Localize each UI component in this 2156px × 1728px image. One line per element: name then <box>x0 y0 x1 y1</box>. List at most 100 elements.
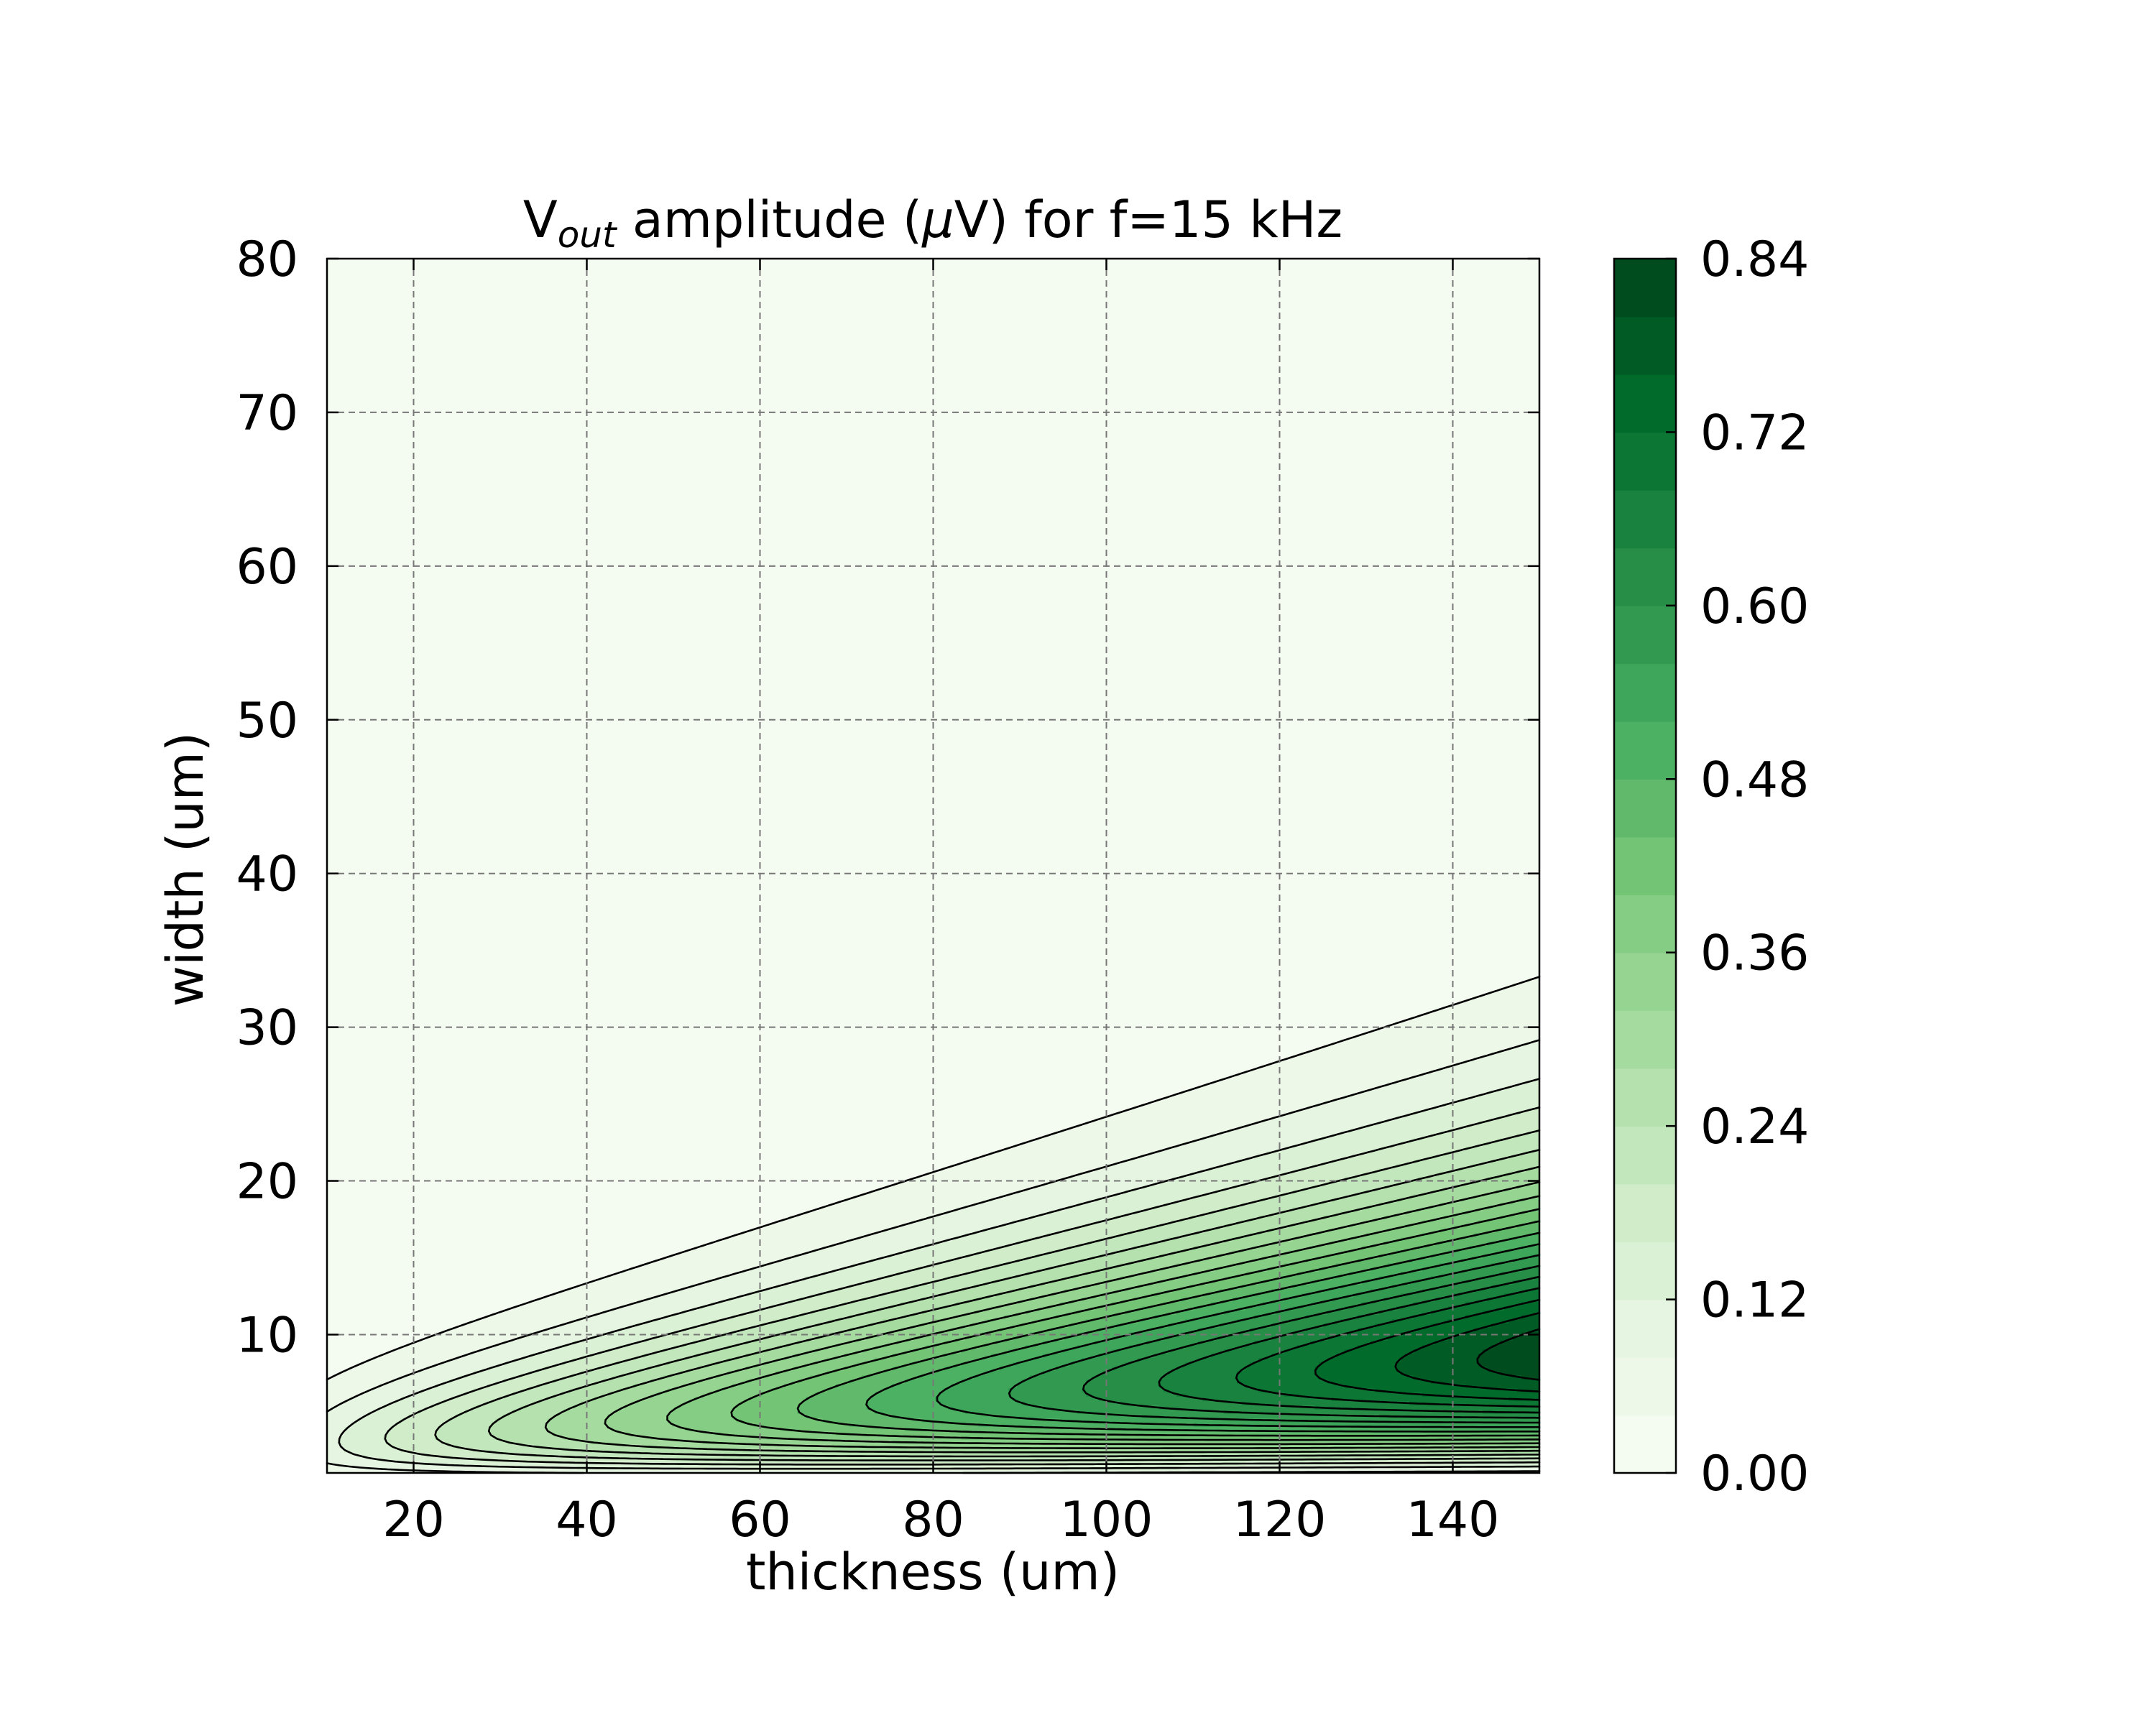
heatmap-cell <box>336 263 341 268</box>
heatmap-cell <box>737 267 742 272</box>
heatmap-cell <box>400 263 405 268</box>
heatmap-cell <box>1138 263 1143 268</box>
heatmap-cell <box>754 276 759 281</box>
heatmap-cell <box>418 276 423 281</box>
heatmap-cell <box>1030 276 1035 281</box>
heatmap-cell <box>1038 263 1044 268</box>
heatmap-cell <box>1276 276 1281 281</box>
heatmap-cell <box>771 263 776 268</box>
heatmap-cell <box>1521 276 1526 281</box>
heatmap-cell <box>387 263 392 268</box>
heatmap-cell <box>659 276 664 281</box>
heatmap-cell <box>1181 272 1186 277</box>
heatmap-cell <box>1159 263 1164 268</box>
heatmap-cell <box>1444 263 1449 268</box>
heatmap-cell <box>1457 263 1462 268</box>
heatmap-cell <box>1013 276 1018 281</box>
heatmap-cell <box>603 276 608 281</box>
heatmap-cell <box>637 276 642 281</box>
heatmap-cell <box>590 272 595 277</box>
heatmap-cell <box>1504 267 1509 272</box>
heatmap-cell <box>1483 263 1488 268</box>
heatmap-cell <box>521 272 526 277</box>
heatmap-cell <box>612 267 617 272</box>
heatmap-cell <box>655 276 660 281</box>
heatmap-cell <box>995 276 1000 281</box>
heatmap-cell <box>465 272 470 277</box>
heatmap-cell <box>1452 276 1457 281</box>
heatmap-cell <box>1077 263 1082 268</box>
heatmap-cell <box>521 267 526 272</box>
heatmap-cell <box>1358 267 1363 272</box>
heatmap-cell <box>374 272 379 277</box>
heatmap-cell <box>840 263 845 268</box>
heatmap-cell <box>870 263 875 268</box>
heatmap-cell <box>1422 272 1427 277</box>
heatmap-cell <box>1358 272 1363 277</box>
heatmap-cell <box>1189 267 1194 272</box>
heatmap-cell <box>508 263 513 268</box>
heatmap-cell <box>1168 272 1173 277</box>
heatmap-cell <box>556 263 561 268</box>
heatmap-cell <box>1207 267 1212 272</box>
heatmap-cell <box>883 276 888 281</box>
heatmap-cell <box>892 263 897 268</box>
heatmap-cell <box>508 276 513 281</box>
heatmap-cell <box>831 263 837 268</box>
heatmap-cell <box>482 263 487 268</box>
heatmap-cell <box>607 267 612 272</box>
heatmap-cell <box>1228 263 1233 268</box>
heatmap-cell <box>383 272 388 277</box>
heatmap-cell <box>1051 272 1056 277</box>
heatmap-cell <box>379 276 384 281</box>
heatmap-cell <box>836 267 841 272</box>
heatmap-cell <box>426 276 431 281</box>
heatmap-cell <box>1168 276 1173 281</box>
title-subscript: out <box>558 214 618 256</box>
heatmap-cell <box>370 280 375 285</box>
heatmap-cell <box>487 263 492 268</box>
heatmap-cell <box>1271 267 1276 272</box>
heatmap-cell <box>499 263 505 268</box>
heatmap-cell <box>1388 267 1393 272</box>
title-suffix: V) for f=15 kHz <box>954 190 1342 249</box>
heatmap-cell <box>560 276 565 281</box>
heatmap-cell <box>767 272 772 277</box>
heatmap-cell <box>719 267 724 272</box>
heatmap-cell <box>1250 272 1255 277</box>
heatmap-cell <box>607 263 612 268</box>
heatmap-cell <box>995 267 1000 272</box>
heatmap-cell <box>957 267 962 272</box>
heatmap-cell <box>1327 263 1332 268</box>
heatmap-cell <box>650 272 655 277</box>
heatmap-cell <box>353 267 358 272</box>
heatmap-cell <box>637 263 642 268</box>
heatmap-cell <box>892 267 897 272</box>
heatmap-cell <box>478 263 483 268</box>
heatmap-cell <box>1409 263 1414 268</box>
heatmap-cell <box>581 267 586 272</box>
heatmap-cell <box>331 276 336 281</box>
heatmap-cell <box>745 272 750 277</box>
heatmap-cell <box>594 267 599 272</box>
heatmap-cell <box>922 272 927 277</box>
heatmap-cell <box>875 276 880 281</box>
heatmap-cell <box>1215 267 1220 272</box>
heatmap-cell <box>1427 272 1432 277</box>
heatmap-cell <box>1293 272 1298 277</box>
heatmap-cell <box>1095 267 1100 272</box>
heatmap-cell <box>1267 276 1272 281</box>
heatmap-cell <box>1013 267 1018 272</box>
heatmap-cell <box>616 267 621 272</box>
heatmap-cell <box>1064 267 1069 272</box>
heatmap-cell <box>1517 267 1522 272</box>
heatmap-cell <box>599 267 604 272</box>
heatmap-cell <box>361 280 367 285</box>
heatmap-cell <box>512 267 517 272</box>
heatmap-cell <box>806 272 811 277</box>
heatmap-cell <box>1155 263 1160 268</box>
heatmap-cell <box>702 267 707 272</box>
heatmap-cell <box>1487 276 1492 281</box>
heatmap-cell <box>1310 267 1315 272</box>
